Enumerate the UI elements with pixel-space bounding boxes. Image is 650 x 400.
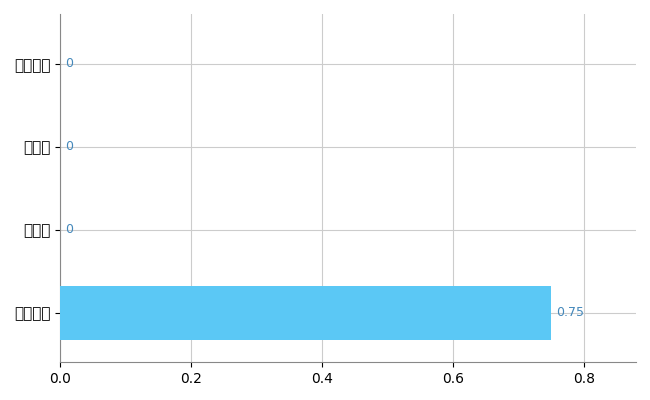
Text: 0.75: 0.75 (556, 306, 584, 319)
Text: 0: 0 (66, 57, 73, 70)
Text: 0: 0 (66, 140, 73, 153)
Text: 0: 0 (66, 223, 73, 236)
Bar (60, 286, 551, 340)
